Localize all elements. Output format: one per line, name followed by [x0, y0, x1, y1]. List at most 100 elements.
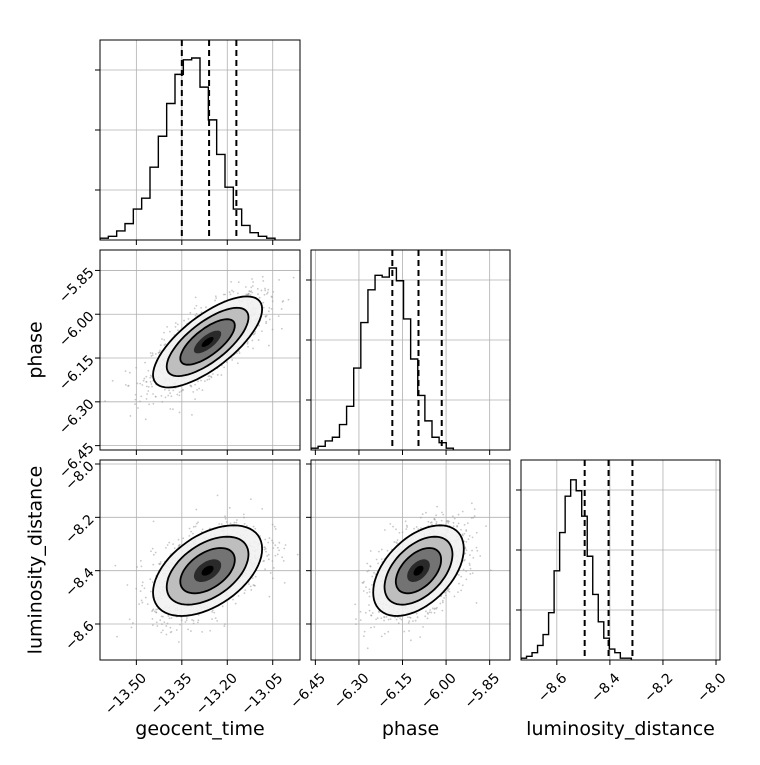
scatter-point [271, 328, 274, 331]
scatter-point [144, 418, 147, 421]
scatter-point [154, 353, 157, 355]
scatter-point [152, 520, 155, 523]
scatter-point [149, 352, 152, 354]
scatter-point [435, 520, 438, 523]
scatter-point [406, 526, 409, 528]
scatter-point [149, 376, 152, 379]
scatter-point [256, 287, 259, 290]
scatter-point [376, 617, 379, 620]
scatter-point [271, 296, 273, 299]
scatter-point [451, 515, 454, 518]
scatter-point [252, 281, 255, 283]
scatter-point [364, 611, 367, 614]
scatter-point [433, 608, 436, 610]
scatter-point [197, 613, 200, 616]
scatter-point [264, 287, 266, 290]
scatter-point [116, 635, 118, 638]
scatter-point [281, 300, 284, 303]
scatter-point [195, 304, 198, 307]
scatter-point [201, 528, 204, 531]
scatter-point [135, 366, 138, 369]
scatter-point [251, 278, 253, 280]
scatter-point [156, 625, 159, 627]
scatter-point [222, 293, 225, 296]
scatter-point [237, 595, 240, 597]
scatter-point [475, 531, 478, 534]
scatter-point [429, 609, 432, 611]
contour-line-luminosity_distance-vs-phase-2 [383, 535, 454, 606]
scatter-point [237, 292, 239, 295]
scatter-point [434, 518, 436, 521]
scatter-point [186, 617, 188, 620]
scatter-point [464, 547, 467, 550]
scatter-point [254, 575, 257, 578]
scatter-point [167, 615, 170, 617]
tick-label-luminosity_distance-1: −8.4 [62, 565, 97, 600]
scatter-point [249, 294, 252, 296]
density-peak-luminosity_distance-vs-geocent_time [201, 565, 214, 576]
scatter-point [395, 528, 397, 531]
scatter-point [465, 549, 468, 552]
scatter-point [140, 395, 143, 398]
frame-luminosity_distance-vs-geocent_time [99, 459, 301, 661]
scatter-point [261, 330, 263, 333]
scatter-point [272, 542, 275, 544]
scatter-point [366, 647, 369, 650]
scatter-point [155, 611, 158, 614]
tick-label-luminosity_distance-0: −8.6 [62, 618, 97, 653]
scatter-point [188, 534, 191, 537]
scatter-point [249, 498, 252, 501]
scatter-point [444, 594, 447, 597]
scatter-point [383, 632, 386, 635]
tick-label-geocent_time-3: −13.05 [238, 670, 286, 718]
scatter-point [271, 577, 274, 580]
scatter-point [368, 609, 371, 612]
scatter-point [233, 521, 236, 524]
scatter-point [375, 558, 378, 561]
scatter-point [170, 617, 173, 619]
scatter-point [191, 619, 193, 621]
scatter-point [251, 577, 254, 580]
scatter-point [435, 514, 438, 517]
scatter-point [167, 394, 170, 397]
scatter-point [140, 599, 143, 602]
scatter-point [433, 611, 436, 614]
scatter-point [154, 551, 157, 554]
scatter-point [169, 408, 172, 410]
scatter-point [141, 584, 144, 587]
scatter-point [367, 569, 370, 572]
scatter-point [114, 564, 117, 567]
scatter-point [189, 384, 192, 387]
scatter-point [463, 532, 466, 535]
scatter-point [472, 556, 475, 559]
scatter-point [243, 516, 245, 519]
scatter-point [236, 362, 239, 365]
scatter-point [258, 324, 260, 327]
scatter-point [371, 612, 374, 614]
scatter-point [165, 633, 168, 636]
scatter-point [246, 341, 249, 343]
scatter-point [395, 618, 398, 621]
scatter-point [151, 385, 153, 388]
scatter-point [361, 581, 364, 584]
scatter-point [111, 379, 114, 382]
scatter-point [262, 306, 265, 309]
scatter-point [457, 574, 460, 576]
tick-label-phase-3: −6.00 [418, 670, 460, 712]
scatter-point [396, 539, 399, 542]
tick-label-phase-3: −6.00 [56, 309, 98, 351]
scatter-point [195, 508, 198, 511]
scatter-point [249, 585, 252, 588]
scatter-point [178, 391, 181, 394]
scatter-point [146, 393, 148, 395]
scatter-point [216, 374, 219, 376]
scatter-point [228, 506, 231, 509]
scatter-point [426, 617, 429, 620]
scatter-point [251, 291, 254, 294]
frame-hist-geocent_time [99, 39, 301, 241]
scatter-point [201, 631, 204, 633]
scatter-point [445, 523, 447, 526]
scatter-point [161, 338, 163, 340]
scatter-point [225, 521, 228, 523]
scatter-point [197, 380, 199, 383]
